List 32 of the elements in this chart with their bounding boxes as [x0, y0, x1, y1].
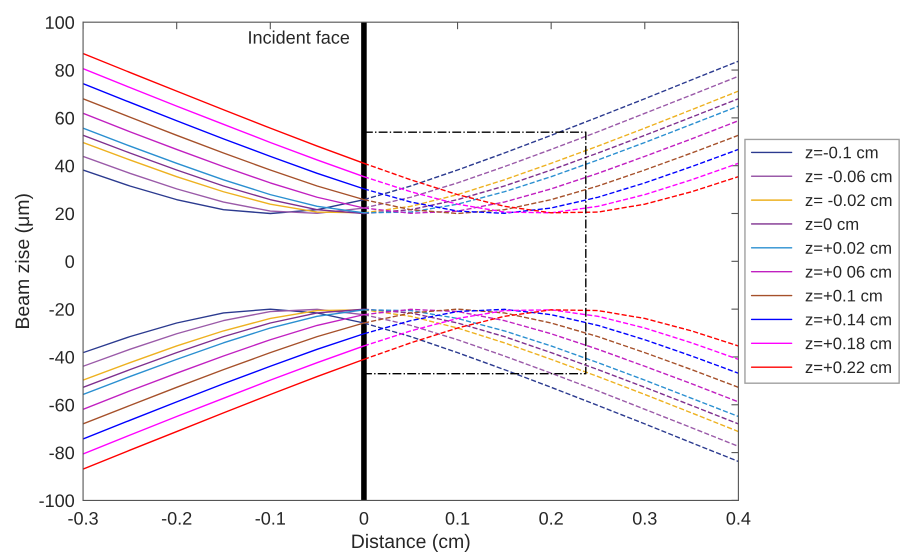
legend-label: z=+0.1 cm — [806, 290, 882, 302]
x-tick-label: 0.3 — [632, 512, 657, 525]
legend-label: z=+0.18 cm — [806, 338, 891, 350]
x-tick-label: -0.3 — [68, 512, 98, 525]
x-tick-label: 0.4 — [726, 512, 750, 525]
y-tick-label: -80 — [49, 446, 74, 460]
x-tick-label: -0.1 — [256, 512, 285, 525]
y-tick-label: 40 — [55, 160, 74, 172]
legend-label: z=+0.14 cm — [806, 314, 891, 326]
x-tick-label: 0.1 — [446, 512, 470, 525]
y-tick-label: 20 — [56, 207, 74, 220]
x-tick-label: 0.2 — [539, 512, 563, 525]
y-tick-label: 80 — [55, 64, 74, 77]
legend-label: z= -0.02 cm — [806, 194, 892, 206]
y-tick-label: 100 — [46, 16, 74, 29]
ref-line-label: Incident face — [249, 30, 350, 44]
x-tick-label: -0.2 — [162, 512, 192, 525]
y-tick-label: -40 — [49, 350, 74, 364]
y-tick-label: 60 — [56, 112, 74, 125]
y-axis-title: Beam zise (μm) — [14, 194, 34, 328]
legend-label: z=+0.22 cm — [806, 361, 891, 374]
y-tick-label: -100 — [39, 494, 74, 508]
legend-label: z=0 cm — [806, 218, 858, 230]
legend-label: z=-0.1 cm — [806, 146, 878, 158]
x-tick-label: 0 — [360, 512, 368, 525]
legend-label: z=+0.02 cm — [806, 242, 891, 254]
x-axis-title: Distance (cm) — [352, 534, 470, 552]
legend-label: z= -0.06 cm — [806, 170, 892, 182]
y-tick-label: -60 — [49, 398, 74, 412]
y-tick-label: 0 — [65, 255, 74, 268]
y-tick-label: -20 — [49, 303, 74, 316]
legend-label: z=+0 06 cm — [806, 266, 891, 278]
